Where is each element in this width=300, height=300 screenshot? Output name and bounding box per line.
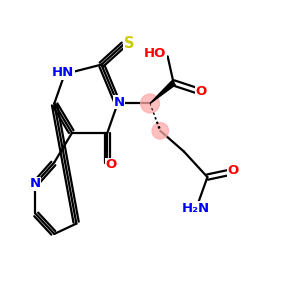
Circle shape	[152, 123, 169, 139]
Text: N: N	[113, 95, 124, 109]
Circle shape	[141, 94, 159, 113]
Text: HN: HN	[52, 66, 74, 79]
Text: N: N	[30, 177, 41, 190]
Text: HO: HO	[144, 47, 166, 60]
Polygon shape	[150, 81, 175, 103]
Text: H₂N: H₂N	[182, 202, 210, 215]
Text: O: O	[105, 158, 116, 171]
Text: O: O	[228, 164, 239, 177]
Text: S: S	[124, 36, 134, 51]
Text: O: O	[195, 85, 207, 98]
